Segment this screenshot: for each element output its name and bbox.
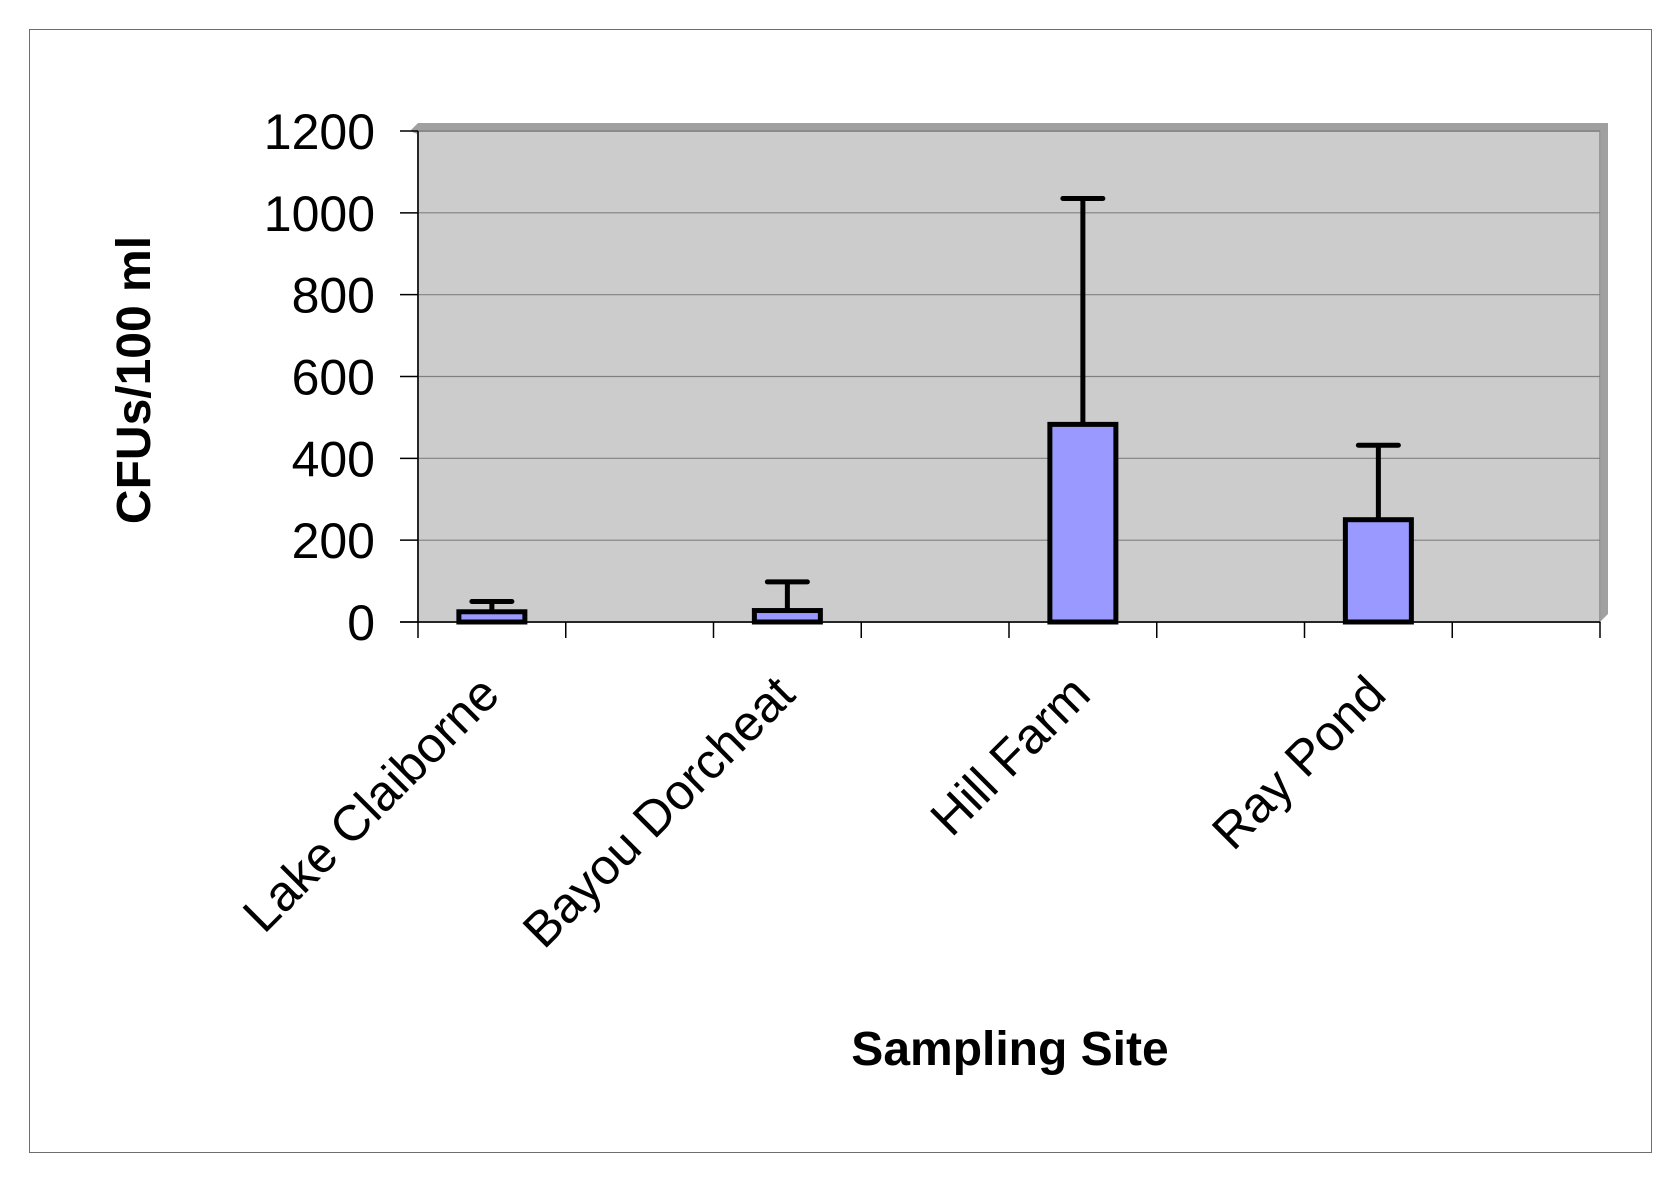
x-category-label: Hill Farm <box>920 665 1101 846</box>
bar[interactable] <box>456 609 528 625</box>
x-axis-title: Sampling Site <box>851 1023 1168 1076</box>
x-category-label: Bayou Dorcheat <box>512 665 805 958</box>
bar[interactable] <box>1047 421 1119 625</box>
x-category-label: Ray Pond <box>1201 665 1396 860</box>
y-tick-label: 400 <box>292 431 375 487</box>
x-category-label: Lake Claiborne <box>232 665 509 942</box>
y-tick-label: 800 <box>292 268 375 324</box>
y-tick-label: 600 <box>292 350 375 406</box>
y-tick-label: 0 <box>347 595 375 651</box>
bar[interactable] <box>1342 517 1414 625</box>
y-tick-label: 1000 <box>264 186 375 242</box>
plot-area: 0 200 400 600 800 1000 1200 Lake Claiborne Bayou… <box>232 104 1608 958</box>
y-tick-label: 1200 <box>264 104 375 160</box>
bar[interactable] <box>751 608 823 625</box>
y-tick-label: 200 <box>292 513 375 569</box>
y-axis-title: CFUs/100 ml <box>108 236 161 524</box>
